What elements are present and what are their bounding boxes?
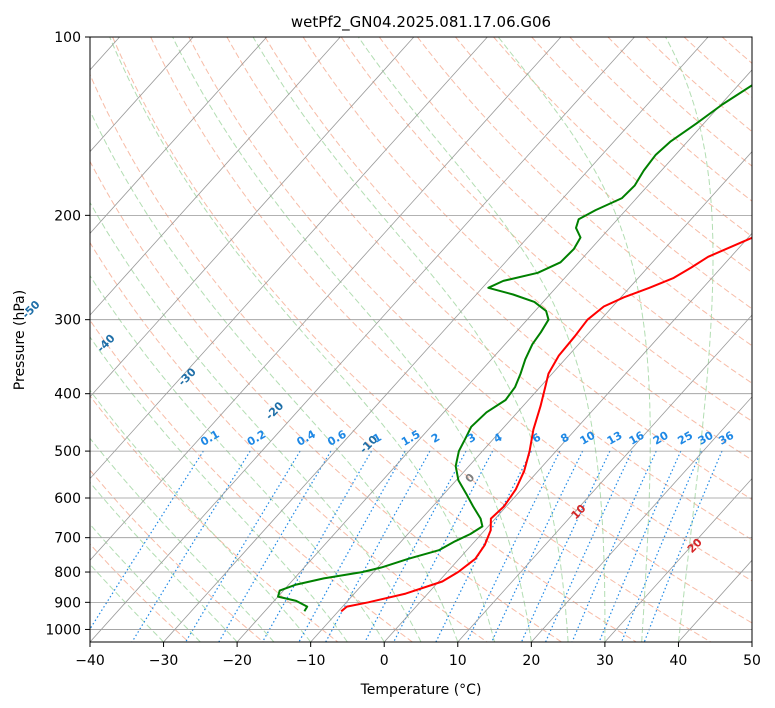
dry-adiabat-line xyxy=(264,37,752,501)
isotherm-line xyxy=(531,396,752,642)
dry-adiabat-line xyxy=(378,37,752,384)
moist-adiabat-line xyxy=(90,109,459,642)
background-lines xyxy=(90,37,752,642)
mixing-ratio-line xyxy=(466,450,561,642)
dry-adiabat-line xyxy=(188,37,752,582)
mixing-ratio-line xyxy=(545,450,633,642)
x-tick-label: 20 xyxy=(522,653,540,669)
y-tick-label: 100 xyxy=(54,30,81,46)
y-tick-label: 500 xyxy=(54,444,81,460)
x-tick-label: 10 xyxy=(449,653,467,669)
dry-adiabat-line xyxy=(90,73,637,642)
x-tick-label: 50 xyxy=(743,653,761,669)
x-tick-label: 0 xyxy=(380,653,389,669)
moist-adiabat-line xyxy=(90,437,275,642)
y-tick-label: 900 xyxy=(54,595,81,611)
dry-adiabat-line xyxy=(90,160,562,642)
y-tick-label: 400 xyxy=(54,387,81,403)
temperature-profile-line xyxy=(340,236,752,613)
mixing-ratio-line xyxy=(643,450,723,642)
isotherm-line xyxy=(90,37,488,480)
isotherm-line xyxy=(163,37,709,642)
moist-adiabat-line xyxy=(664,37,714,642)
y-tick-label: 300 xyxy=(54,313,81,329)
x-tick-label: −30 xyxy=(149,653,179,669)
x-axis-ticks: −40 −30 −20 −10 0 10 20 30 40 50 xyxy=(75,642,761,669)
isotherm-line xyxy=(90,37,415,398)
isotherm-line xyxy=(90,37,341,316)
moist-adiabat-line xyxy=(90,481,238,642)
y-tick-label: 1000 xyxy=(45,622,81,638)
moist-adiabat-line xyxy=(90,274,385,642)
dry-adiabat-line xyxy=(340,37,752,422)
dry-adiabat-line xyxy=(607,37,752,167)
mixing-ratio-line xyxy=(598,450,682,642)
y-tick-label: 700 xyxy=(54,531,81,547)
mixing-ratio-line xyxy=(621,450,702,642)
y-axis-ticks: 100 200 300 400 500 600 700 800 900 1000 xyxy=(45,30,90,638)
isotherm-line xyxy=(604,477,752,642)
mixing-ratio-line xyxy=(131,450,251,642)
mixing-ratio-line xyxy=(90,450,204,631)
dry-adiabat-line xyxy=(455,37,752,310)
profile-lines xyxy=(277,84,752,613)
dry-adiabat-line xyxy=(90,469,264,642)
dry-adiabat-line xyxy=(417,37,752,347)
mixing-ratio-line xyxy=(571,450,657,642)
moist-adiabat-line xyxy=(357,37,606,642)
moist-adiabat-line xyxy=(90,563,164,642)
isotherm-line xyxy=(90,37,268,234)
moist-adiabat-line xyxy=(497,37,651,642)
y-axis-label: Pressure (hPa) xyxy=(12,290,28,390)
dry-adiabat-line xyxy=(226,37,752,541)
isotherm-line xyxy=(236,69,752,642)
x-tick-label: −10 xyxy=(296,653,326,669)
mixing-ratio-line xyxy=(364,450,467,642)
isotherm-line xyxy=(90,37,562,561)
dry-adiabat-line xyxy=(90,241,488,642)
isotherm-line xyxy=(90,37,635,642)
plot-frame xyxy=(89,36,753,643)
x-tick-label: −20 xyxy=(222,653,252,669)
isotherm-line xyxy=(310,151,752,642)
mixing-ratio-line xyxy=(491,450,584,642)
y-tick-label: 200 xyxy=(54,208,81,224)
isotherm-line xyxy=(383,232,752,642)
mixing-ratio-line xyxy=(261,450,373,642)
mixing-ratio-line xyxy=(185,450,301,642)
mixing-ratio-line xyxy=(218,450,332,642)
x-tick-label: 30 xyxy=(596,653,614,669)
x-axis-label: Temperature (°C) xyxy=(360,682,482,698)
moist-adiabat-line xyxy=(252,37,569,642)
moist-adiabat-line xyxy=(90,201,422,642)
mixing-ratio-line xyxy=(298,450,406,642)
y-tick-label: 800 xyxy=(54,565,81,581)
chart-title: wetPf2_GN04.2025.081.17.06.G06 xyxy=(291,13,551,32)
dry-adiabat-line xyxy=(493,37,752,273)
y-tick-label: 600 xyxy=(54,491,81,507)
dry-adiabat-line xyxy=(90,319,413,642)
moist-adiabat-line xyxy=(172,37,532,642)
x-tick-label: −40 xyxy=(75,653,105,669)
x-tick-label: 40 xyxy=(670,653,688,669)
dry-adiabat-line xyxy=(150,37,752,624)
dry-adiabat-line xyxy=(112,37,712,642)
isotherm-line xyxy=(90,37,194,153)
moist-adiabat-line xyxy=(90,523,201,642)
isotherm-line xyxy=(457,314,752,642)
dewpoint-profile-line xyxy=(277,84,752,612)
